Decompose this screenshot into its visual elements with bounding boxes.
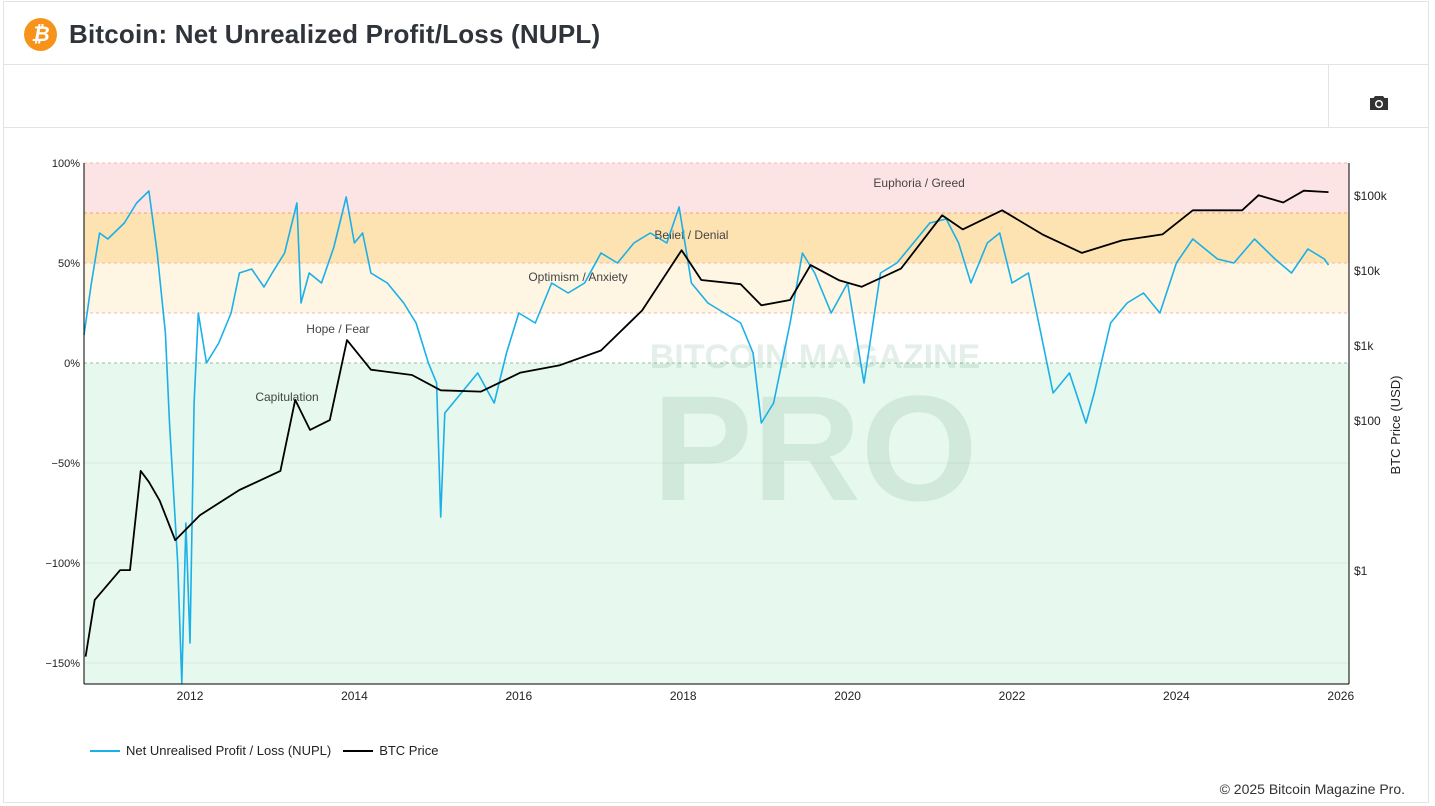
y2-tick-label: $100k: [1354, 189, 1388, 203]
screenshot-button[interactable]: [1328, 65, 1429, 127]
legend-swatch: [90, 749, 120, 752]
legend-swatch: [343, 749, 374, 752]
legend-item-nupl[interactable]: Net Unrealised Profit / Loss (NUPL): [90, 743, 331, 758]
nupl-line: [83, 190, 1330, 684]
zone-band: [84, 363, 1349, 684]
y-tick-label: −150%: [45, 658, 80, 670]
x-tick-label: 2020: [834, 689, 861, 703]
zone-label: Hope / Fear: [306, 322, 369, 336]
watermark-line1: BITCOIN MAGAZINE: [650, 338, 981, 376]
chart-card: [3, 1, 1429, 803]
zone-label: Belief / Denial: [654, 228, 728, 242]
y-tick-label: −100%: [45, 558, 80, 570]
x-tick-label: 2014: [341, 689, 368, 703]
x-tick-label: 2022: [999, 689, 1026, 703]
y-tick-label: 50%: [58, 258, 80, 270]
nupl-chart: BITCOIN MAGAZINE PRO Euphoria / Greed Bel…: [45, 158, 1403, 703]
header: ₿ Bitcoin: Net Unrealized Profit/Loss (N…: [3, 1, 1429, 65]
x-tick-label: 2012: [177, 689, 204, 703]
legend-label: Net Unrealised Profit / Loss (NUPL): [126, 743, 332, 758]
legend-item-btc-price[interactable]: BTC Price: [343, 743, 438, 758]
zone-band: [84, 263, 1349, 313]
x-tick-label: 2024: [1163, 689, 1190, 703]
y2-tick-label: $100: [1354, 414, 1381, 428]
y-tick-label: 100%: [52, 158, 80, 170]
page-title: Bitcoin: Net Unrealized Profit/Loss (NUP…: [69, 19, 601, 49]
zone-label: Capitulation: [255, 390, 318, 404]
y2-tick-label: $1: [1354, 564, 1368, 578]
y2-tick-label: $10k: [1354, 264, 1381, 278]
toolbar: [3, 65, 1429, 128]
watermark: BITCOIN MAGAZINE PRO: [650, 338, 981, 532]
legend: Net Unrealised Profit / Loss (NUPL) BTC …: [90, 743, 438, 758]
x-tick-label: 2016: [505, 689, 532, 703]
zone-band: [84, 313, 1349, 363]
zone-label: Euphoria / Greed: [873, 176, 964, 190]
camera-icon: [1370, 96, 1388, 110]
x-tick-label: 2018: [670, 689, 697, 703]
btc-price-line: [84, 189, 1329, 657]
watermark-line2: PRO: [652, 364, 977, 532]
y2-axis-title: BTC Price (USD): [1388, 376, 1403, 475]
y-tick-label: 0%: [64, 358, 80, 370]
zone-band: [84, 163, 1349, 213]
bitcoin-logo-icon: ₿: [24, 18, 57, 51]
zone-label: Optimism / Anxiety: [528, 270, 627, 284]
x-tick-label: 2026: [1327, 689, 1354, 703]
legend-label: BTC Price: [379, 743, 439, 758]
y2-tick-label: $1k: [1354, 339, 1374, 353]
y-tick-label: −50%: [52, 458, 81, 470]
copyright: © 2025 Bitcoin Magazine Pro.: [1219, 781, 1405, 797]
